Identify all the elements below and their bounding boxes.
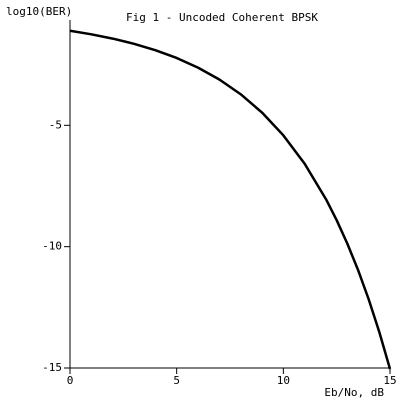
y-axis-label: log10(BER) bbox=[6, 5, 72, 18]
y-tick-label: -15 bbox=[42, 361, 62, 374]
y-tick-label: -10 bbox=[42, 240, 62, 253]
x-tick-label: 5 bbox=[173, 374, 180, 387]
chart-title: Fig 1 - Uncoded Coherent BPSK bbox=[126, 11, 318, 24]
x-tick-label: 0 bbox=[67, 374, 74, 387]
x-axis-label: Eb/No, dB bbox=[324, 386, 384, 399]
data-line bbox=[69, 29, 392, 370]
x-tick-label: 15 bbox=[383, 374, 396, 387]
y-tick-label: -5 bbox=[49, 118, 62, 131]
x-tick-label: 10 bbox=[277, 374, 290, 387]
